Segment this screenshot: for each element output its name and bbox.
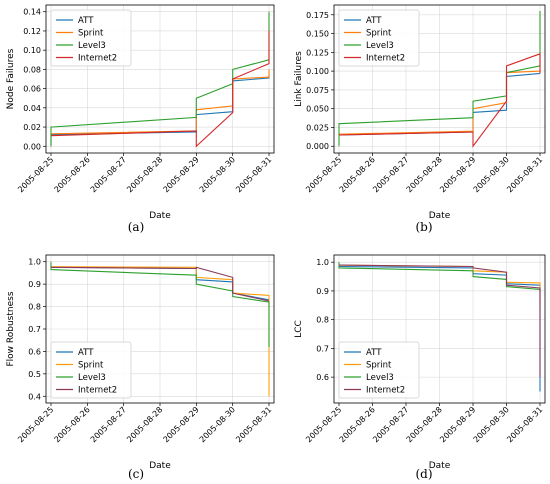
y-tick-label: 0.10 xyxy=(23,46,41,55)
legend-label: Level3 xyxy=(78,41,106,51)
x-tick-label: 2005-08-30 xyxy=(198,405,237,444)
legend-box xyxy=(338,341,420,399)
legend-box xyxy=(50,341,132,399)
legend-box xyxy=(338,9,420,67)
y-tick-label: 0.00 xyxy=(23,142,41,151)
y-tick-label: 0.14 xyxy=(23,8,41,17)
legend-label: Internet2 xyxy=(78,386,117,396)
y-tick-label: 0.04 xyxy=(23,104,41,113)
y-tick-label: 0.9 xyxy=(316,287,329,296)
y-tick-label: 0.8 xyxy=(316,316,329,325)
panel-c: (c) 0.40.50.60.70.80.91.02005-08-252005-… xyxy=(6,254,275,481)
x-tick-label: 2005-08-25 xyxy=(16,405,55,444)
legend-label: Level3 xyxy=(366,41,394,51)
x-tick-label: 2005-08-26 xyxy=(53,155,92,194)
legend-label: Sprint xyxy=(366,361,392,371)
legend-label: Internet2 xyxy=(366,386,405,396)
legend-box xyxy=(50,9,132,67)
legend-label: ATT xyxy=(78,16,94,26)
y-tick-label: 0.175 xyxy=(306,11,329,20)
y-tick-label: 1.0 xyxy=(28,258,41,267)
panel-caption: (d) xyxy=(415,467,432,481)
series-line-internet2 xyxy=(50,266,270,302)
series-line-level3 xyxy=(50,11,270,147)
series-line-att xyxy=(50,74,270,147)
panel-caption: (b) xyxy=(415,220,432,234)
panel-d: (d) 0.60.70.80.91.02005-08-252005-08-262… xyxy=(294,254,546,481)
y-tick-label: 0.075 xyxy=(306,86,329,95)
x-axis-label: Date xyxy=(149,461,171,471)
legend-label: ATT xyxy=(366,16,382,26)
y-tick-label: 0.7 xyxy=(316,344,329,353)
x-tick-label: 2005-08-27 xyxy=(89,155,128,194)
x-tick-label: 2005-08-25 xyxy=(16,155,55,194)
y-tick-label: 0.08 xyxy=(23,65,41,74)
y-tick-label: 0.6 xyxy=(28,347,41,356)
x-tick-label: 2005-08-29 xyxy=(162,405,201,444)
x-axis-label: Date xyxy=(429,211,451,221)
x-tick-label: 2005-08-31 xyxy=(505,405,544,444)
y-tick-label: 0.025 xyxy=(306,123,329,132)
panel-caption: (a) xyxy=(128,220,145,234)
x-tick-label: 2005-08-26 xyxy=(53,405,92,444)
x-axis-label: Date xyxy=(429,461,451,471)
series-line-internet2 xyxy=(338,53,541,148)
y-axis-label: Node Failures xyxy=(6,48,16,109)
legend-label: Sprint xyxy=(366,29,392,39)
y-tick-label: 1.0 xyxy=(316,258,329,267)
y-tick-label: 0.06 xyxy=(23,85,41,94)
y-tick-label: 0.100 xyxy=(306,67,329,76)
x-tick-label: 2005-08-31 xyxy=(234,155,273,194)
x-tick-label: 2005-08-31 xyxy=(505,155,544,194)
legend-label: Sprint xyxy=(78,361,104,371)
legend-label: ATT xyxy=(78,348,94,358)
y-tick-label: 0.9 xyxy=(28,280,41,289)
x-tick-label: 2005-08-27 xyxy=(89,405,128,444)
y-tick-label: 0.4 xyxy=(28,392,41,401)
x-tick-label: 2005-08-30 xyxy=(198,155,237,194)
series-line-internet2 xyxy=(338,264,541,378)
legend-label: Level3 xyxy=(78,373,106,383)
legend-label: Level3 xyxy=(366,373,394,383)
x-axis-label: Date xyxy=(149,211,171,221)
y-axis-label: Flow Robustness xyxy=(6,291,16,366)
panel-a: (a) 0.00 0.02 0.04 0.06 0.08 0.10 0.12 0.14 2005… xyxy=(6,4,275,234)
y-tick-label: 0.7 xyxy=(28,325,41,334)
y-tick-label: 0.5 xyxy=(28,370,41,379)
y-tick-label: 0.12 xyxy=(23,27,41,36)
legend-label: ATT xyxy=(366,348,382,358)
x-tick-label: 2005-08-29 xyxy=(162,155,201,194)
y-axis-label: LCC xyxy=(294,320,304,338)
y-axis-label: Link Failures xyxy=(294,51,304,107)
y-tick-label: 0.050 xyxy=(306,105,329,114)
panel-b: (b) 0.000 0.025 0.050 0.075 0.100 0.125 0.150 0… xyxy=(294,4,546,234)
legend-label: Internet2 xyxy=(78,54,117,64)
y-tick-label: 0.150 xyxy=(306,30,329,39)
x-tick-label: 2005-08-28 xyxy=(125,155,164,194)
series-line-level3 xyxy=(50,261,270,347)
y-tick-label: 0.125 xyxy=(306,48,329,57)
legend-label: Internet2 xyxy=(366,54,405,64)
y-tick-label: 0.6 xyxy=(316,373,329,382)
x-tick-label: 2005-08-28 xyxy=(125,405,164,444)
series-line-level3 xyxy=(338,11,541,147)
x-tick-label: 2005-08-31 xyxy=(234,405,273,444)
legend-label: Sprint xyxy=(78,29,104,39)
series-line-internet2 xyxy=(50,30,270,148)
y-tick-label: 0.02 xyxy=(23,123,41,132)
y-tick-label: 0.8 xyxy=(28,303,41,312)
series-line-level3 xyxy=(338,262,541,291)
y-tick-label: 0.000 xyxy=(306,142,329,151)
panel-caption: (c) xyxy=(128,467,144,481)
